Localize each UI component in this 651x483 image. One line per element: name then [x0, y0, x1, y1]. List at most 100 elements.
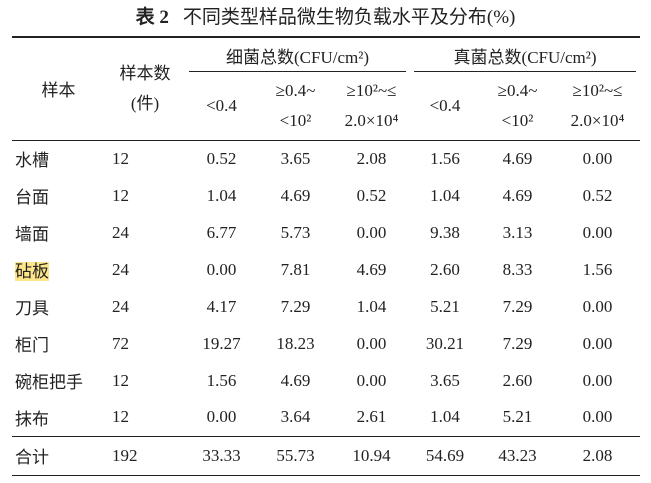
- row-label: 合计: [12, 436, 105, 475]
- cell-text: 24: [112, 259, 129, 279]
- cell-text: 1.04: [206, 185, 237, 205]
- cell: 2.61: [333, 399, 410, 436]
- table-row: 柜门 72 19.27 18.23 0.00 30.21 7.29 0.00: [12, 325, 640, 362]
- cell-text: 0.00: [582, 148, 613, 168]
- cell: 55.73: [258, 436, 333, 475]
- cell-text: 2.08: [356, 148, 387, 168]
- cell: 4.69: [333, 251, 410, 288]
- cell-text: 抹布: [15, 409, 49, 429]
- cell-text: 墙面: [15, 225, 49, 244]
- header-line: 2.0×10⁴: [344, 110, 399, 130]
- cell-text: 2.61: [356, 407, 387, 427]
- cell: 5.21: [480, 399, 555, 436]
- row-label: 墙面: [12, 214, 105, 251]
- cell: 54.69: [410, 436, 480, 475]
- group-header: 真菌总数(CFU/cm²): [410, 37, 640, 72]
- cell-text: 0.00: [356, 370, 387, 390]
- cell-text: 4.17: [206, 296, 237, 316]
- cell: 5.21: [410, 288, 480, 325]
- header-line: <10²: [279, 110, 312, 130]
- cell: 0.00: [555, 399, 640, 436]
- cell-text: 192: [112, 445, 138, 465]
- subheader-cell: ≥0.4~ <10²: [480, 72, 555, 140]
- table-row: 台面 12 1.04 4.69 0.52 1.04 4.69 0.52: [12, 177, 640, 214]
- cell-text: 4.69: [356, 259, 387, 279]
- data-table: 样本 样本数 (件) 细菌总数(CFU/cm²) 真菌总数(CFU/cm²) <0…: [12, 36, 641, 476]
- cell-text: 7.29: [502, 296, 533, 316]
- cell-text: 0.52: [356, 185, 387, 205]
- cell: 3.64: [258, 399, 333, 436]
- cell-text: 碗柜把手: [15, 373, 83, 392]
- header-cell: 样本: [41, 81, 76, 101]
- cell-text: 0.52: [582, 185, 613, 205]
- header-cell: 样本数 (件): [105, 37, 185, 140]
- cell-text: 8.33: [502, 259, 533, 279]
- cell-text: 3.65: [430, 370, 460, 390]
- header-line: ≥10²~≤: [346, 80, 397, 100]
- subheader-row: <0.4 ≥0.4~ <10² ≥10²~≤ 2.0×10⁴ <0.4 ≥0.4~ <10² ≥…: [12, 72, 641, 140]
- cell-text: 4.69: [502, 185, 533, 205]
- table-row: 抹布 12 0.00 3.64 2.61 1.04 5.21 0.00: [12, 399, 640, 436]
- title-text: 不同类型样品微生物负载水平及分布(%): [182, 7, 516, 28]
- cell: 3.13: [480, 214, 555, 251]
- cell-text: 18.23: [276, 333, 315, 353]
- cell: 7.29: [480, 325, 555, 362]
- subheader-cell: ≥10²~≤ 2.0×10⁴: [333, 72, 410, 140]
- cell-text: 0.00: [206, 259, 237, 279]
- cell-text: 12: [112, 185, 129, 205]
- group-header: 细菌总数(CFU/cm²): [185, 37, 410, 72]
- cell: 1.04: [333, 288, 410, 325]
- table-title: 表 2 不同类型样品微生物负载水平及分布(%): [0, 4, 651, 32]
- header-line: <0.4: [206, 95, 237, 115]
- cell-text: 24: [112, 296, 129, 316]
- cell-text: 12: [112, 148, 129, 168]
- cell-text: 6.77: [206, 222, 237, 242]
- cell-text: 0.00: [582, 370, 613, 390]
- cell-text: 1.56: [430, 148, 460, 168]
- cell-text: 0.00: [582, 222, 613, 242]
- cell-text: 3.65: [280, 148, 311, 168]
- cell-text: 9.38: [430, 222, 460, 242]
- cell-text: 1.04: [430, 407, 460, 427]
- row-label: 抹布: [12, 399, 105, 436]
- cell: 12: [105, 362, 185, 399]
- cell-text: 12: [112, 407, 129, 427]
- cell-text: 7.81: [280, 259, 311, 279]
- cell: 2.08: [555, 436, 640, 475]
- cell-text: 33.33: [202, 445, 241, 465]
- table-row: 砧板 24 0.00 7.81 4.69 2.60 8.33 1.56: [12, 251, 640, 288]
- cell-text: 4.69: [502, 148, 533, 168]
- cell-text: 55.73: [276, 445, 315, 465]
- header-line: ≥10²~≤: [572, 80, 623, 100]
- row-label: 砧板: [12, 251, 105, 288]
- cell-text: 1.04: [430, 185, 460, 205]
- cell: 0.00: [555, 288, 640, 325]
- cell: 0.00: [555, 140, 640, 177]
- table-body: 水槽 12 0.52 3.65 2.08 1.56 4.69 0.00 台面 12 1.04 4.69…: [12, 140, 641, 475]
- cell: 0.00: [555, 325, 640, 362]
- cell: 0.00: [555, 362, 640, 399]
- cell-text: 刀具: [15, 299, 49, 318]
- cell-text: 台面: [15, 188, 49, 207]
- cell: 1.56: [555, 251, 640, 288]
- cell: 3.65: [410, 362, 480, 399]
- subheader-cell: ≥10²~≤ 2.0×10⁴: [555, 72, 640, 140]
- cell: 4.17: [185, 288, 258, 325]
- cell: 0.52: [185, 140, 258, 177]
- cell: 9.38: [410, 214, 480, 251]
- cell: 8.33: [480, 251, 555, 288]
- table-head: 样本 样本数 (件) 细菌总数(CFU/cm²) 真菌总数(CFU/cm²) <0…: [12, 37, 641, 140]
- cell-text: 7.29: [502, 333, 533, 353]
- cell: 24: [105, 214, 185, 251]
- header-line: <10²: [501, 110, 534, 130]
- cell: 4.69: [480, 140, 555, 177]
- cell: 6.77: [185, 214, 258, 251]
- cell-text: 0.00: [206, 407, 237, 427]
- cell: 0.00: [555, 214, 640, 251]
- row-label: 台面: [12, 177, 105, 214]
- cell-text: 2.08: [582, 445, 613, 465]
- cell: 0.00: [185, 251, 258, 288]
- cell: 1.04: [410, 399, 480, 436]
- cell-text: 30.21: [425, 333, 465, 353]
- cell: 0.00: [185, 399, 258, 436]
